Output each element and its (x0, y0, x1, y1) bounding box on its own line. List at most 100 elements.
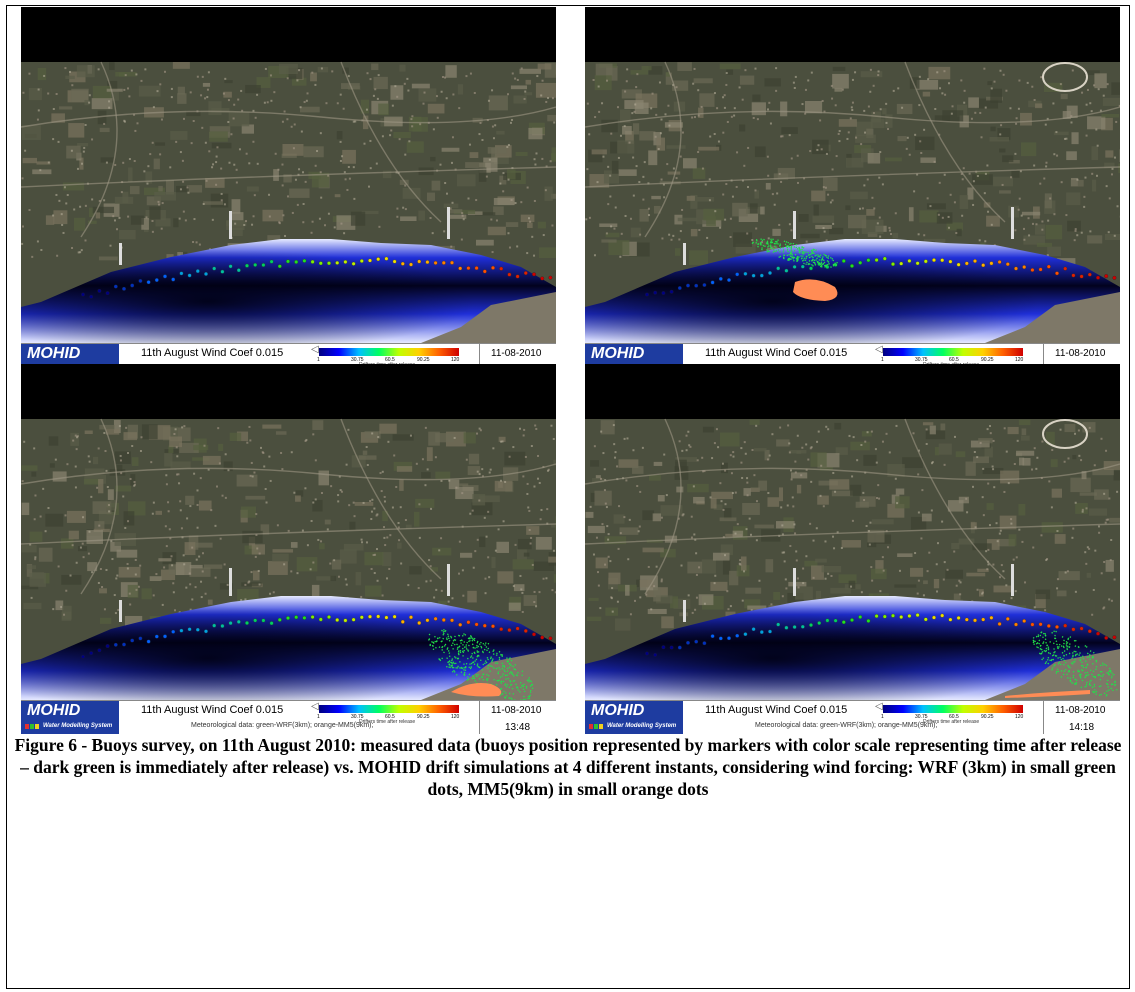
buoy-marker (907, 614, 912, 618)
logo-dots-icon (25, 724, 39, 729)
buoy-marker (335, 618, 340, 622)
buoy-marker (1104, 635, 1109, 640)
buoy-marker (915, 613, 920, 618)
buoy-marker (850, 618, 854, 623)
buoy-marker (973, 259, 977, 263)
logo-title: MOHID (591, 345, 645, 362)
top-band (585, 364, 1120, 419)
buoy-marker (212, 266, 217, 271)
buoy-marker (359, 615, 364, 620)
buoy-marker (948, 259, 953, 264)
buoy-marker (800, 264, 805, 269)
buoy-marker (751, 273, 756, 278)
buoy-marker (694, 283, 699, 288)
buoy-marker (784, 268, 789, 273)
buoy-marker (491, 265, 495, 270)
scale-tick: 30.75 (915, 357, 928, 363)
buoy-marker (743, 271, 748, 276)
buoy-marker (310, 259, 315, 264)
buoy-marker (973, 618, 977, 623)
buoy-marker (277, 617, 282, 622)
buoy-marker (1096, 631, 1100, 636)
buoy-marker (759, 630, 764, 635)
buoy-marker (874, 258, 879, 262)
panel-time: 13:48 (505, 722, 531, 733)
buoy-marker (261, 618, 266, 623)
buoy-marker (458, 266, 463, 271)
buoy-marker (759, 273, 764, 278)
buoy-marker (768, 271, 772, 275)
scale-arrow-icon: ◁ (311, 344, 319, 355)
buoy-marker (499, 627, 504, 632)
buoy-marker (343, 259, 348, 264)
scale-tick: 30.75 (915, 714, 928, 720)
scale-arrow-icon: ◁ (875, 344, 883, 355)
buoy-marker (727, 278, 731, 282)
panel-title: 11th August Wind Coef 0.015 (141, 347, 284, 359)
logo-title: MOHID (591, 702, 645, 719)
buoy-marker (458, 622, 463, 627)
roundabout (1042, 419, 1088, 449)
buoy-marker (718, 636, 723, 641)
scale-tick: 30.75 (351, 714, 364, 720)
scale-caption: Drifters time after release (923, 719, 980, 725)
buoy-marker (392, 259, 397, 264)
buoy-marker (179, 628, 184, 633)
buoy-marker (105, 291, 110, 296)
scale-bar (883, 348, 1023, 356)
buoy-marker (195, 627, 200, 632)
scale-tick: 1 (881, 714, 884, 720)
buoy-marker (138, 636, 143, 641)
south-shore (985, 649, 1120, 700)
buoy-marker (645, 651, 649, 656)
buoy-marker (409, 615, 413, 620)
buoy-marker (417, 259, 422, 264)
buoy-marker (89, 294, 94, 299)
mm5-drifters (793, 279, 838, 301)
buoy-marker (1063, 623, 1068, 628)
buoy-marker (359, 259, 364, 263)
buoy-marker (964, 617, 969, 622)
roundabout (1042, 62, 1088, 92)
buoy-marker (523, 628, 528, 633)
logo-title: MOHID (27, 702, 81, 719)
mm5-drifters (1005, 690, 1090, 698)
buoy-marker (187, 627, 192, 632)
buoy-marker (204, 629, 208, 634)
buoy-marker (146, 639, 151, 644)
buoy-marker (702, 641, 707, 646)
buoy-marker (1038, 267, 1043, 272)
buoy-marker (318, 617, 323, 622)
buoy-marker (302, 258, 307, 263)
buoy-marker (1063, 266, 1068, 271)
scale-tick: 120 (451, 714, 460, 720)
buoy-marker (327, 615, 331, 619)
buoy-marker (776, 622, 781, 627)
buoy-marker (532, 632, 536, 637)
buoy-marker (948, 617, 953, 622)
buoy-marker (735, 633, 740, 638)
logo-subtitle: Water Modelling System (43, 723, 113, 729)
buoy-marker (392, 614, 397, 619)
buoy-marker (989, 261, 994, 266)
buoy-marker (1079, 274, 1084, 279)
buoy-marker (236, 268, 241, 273)
buoy-marker (710, 280, 715, 285)
buoy-marker (661, 645, 666, 650)
buoy-marker (466, 620, 471, 625)
buoy-marker (923, 259, 928, 264)
buoy-marker (507, 272, 512, 277)
scale-tick: 120 (451, 357, 460, 363)
buoy-marker (1005, 262, 1010, 267)
buoy-marker (899, 261, 904, 266)
buoy-marker (882, 256, 887, 261)
buoy-marker (661, 291, 666, 296)
buoy-marker (163, 634, 167, 639)
top-band (585, 7, 1120, 62)
buoy-marker (122, 286, 126, 291)
scale-tick: 90.25 (417, 714, 430, 720)
buoy-marker (841, 620, 846, 625)
panel-footer: MOHID Water Modelling System 11th August W… (21, 700, 556, 734)
buoy-marker (400, 261, 405, 266)
buoy-marker (653, 290, 658, 295)
